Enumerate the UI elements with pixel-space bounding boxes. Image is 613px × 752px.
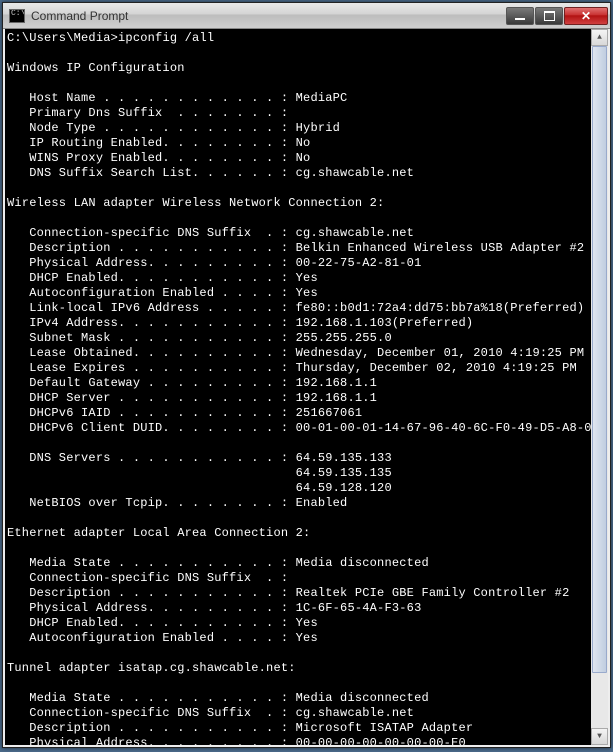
minimize-button[interactable] [506,7,534,25]
cfg-row: Autoconfiguration Enabled . . . . : Yes [7,286,318,300]
terminal-output[interactable]: C:\Users\Media>ipconfig /all Windows IP … [5,29,591,745]
cfg-row: DHCP Enabled. . . . . . . . . . . : Yes [7,271,318,285]
prompt-path: C:\Users\Media> [7,31,118,45]
section-header: Tunnel adapter isatap.cg.shawcable.net: [7,661,296,675]
scroll-down-button[interactable]: ▼ [591,728,608,745]
cfg-row: DHCP Server . . . . . . . . . . . : 192.… [7,391,377,405]
cfg-row: Physical Address. . . . . . . . . : 00-2… [7,256,421,270]
window-controls [506,7,608,25]
section-header: Ethernet adapter Local Area Connection 2… [7,526,310,540]
close-button[interactable] [564,7,608,25]
cfg-row: Node Type . . . . . . . . . . . . : Hybr… [7,121,340,135]
content-area: C:\Users\Media>ipconfig /all Windows IP … [3,29,610,747]
command-text: ipconfig /all [118,31,214,45]
cfg-row: Default Gateway . . . . . . . . . : 192.… [7,376,377,390]
cfg-row: Connection-specific DNS Suffix . : [7,571,288,585]
cfg-row: Media State . . . . . . . . . . . : Medi… [7,691,429,705]
cmd-icon: C:\ [9,9,25,23]
cfg-row: Connection-specific DNS Suffix . : cg.sh… [7,226,414,240]
cfg-row: 64.59.135.135 [7,466,392,480]
cfg-row: Physical Address. . . . . . . . . : 00-0… [7,736,466,745]
section-header: Wireless LAN adapter Wireless Network Co… [7,196,384,210]
section-header: Windows IP Configuration [7,61,185,75]
cfg-row: DNS Suffix Search List. . . . . . : cg.s… [7,166,414,180]
cfg-row: WINS Proxy Enabled. . . . . . . . : No [7,151,310,165]
cfg-row: Host Name . . . . . . . . . . . . : Medi… [7,91,347,105]
cfg-row: Primary Dns Suffix . . . . . . . : [7,106,288,120]
vertical-scrollbar[interactable]: ▲ ▼ [591,29,608,745]
cfg-row: Connection-specific DNS Suffix . : cg.sh… [7,706,414,720]
cfg-row: DHCP Enabled. . . . . . . . . . . : Yes [7,616,318,630]
command-prompt-window: C:\ Command Prompt C:\Users\Media>ipconf… [2,2,611,748]
scroll-track[interactable] [591,46,608,728]
cfg-row: Lease Obtained. . . . . . . . . . : Wedn… [7,346,584,360]
cfg-row: Lease Expires . . . . . . . . . . : Thur… [7,361,577,375]
cfg-row: Subnet Mask . . . . . . . . . . . : 255.… [7,331,392,345]
cfg-row: Media State . . . . . . . . . . . : Medi… [7,556,429,570]
cfg-row: DNS Servers . . . . . . . . . . . : 64.5… [7,451,392,465]
cfg-row: Link-local IPv6 Address . . . . . : fe80… [7,301,584,315]
cfg-row: IPv4 Address. . . . . . . . . . . : 192.… [7,316,473,330]
cfg-row: DHCPv6 Client DUID. . . . . . . . : 00-0… [7,421,591,435]
cfg-row: IP Routing Enabled. . . . . . . . : No [7,136,310,150]
cfg-row: 64.59.128.120 [7,481,392,495]
cfg-row: Autoconfiguration Enabled . . . . : Yes [7,631,318,645]
cfg-row: DHCPv6 IAID . . . . . . . . . . . : 2516… [7,406,362,420]
cfg-row: NetBIOS over Tcpip. . . . . . . . : Enab… [7,496,347,510]
cfg-row: Description . . . . . . . . . . . : Micr… [7,721,473,735]
maximize-button[interactable] [535,7,563,25]
scroll-thumb[interactable] [592,46,607,673]
cfg-row: Description . . . . . . . . . . . : Real… [7,586,570,600]
prompt-line: C:\Users\Media>ipconfig /all [7,31,214,45]
cfg-row: Description . . . . . . . . . . . : Belk… [7,241,584,255]
titlebar[interactable]: C:\ Command Prompt [3,3,610,29]
scroll-up-button[interactable]: ▲ [591,29,608,46]
window-title: Command Prompt [31,9,506,23]
cfg-row: Physical Address. . . . . . . . . : 1C-6… [7,601,421,615]
